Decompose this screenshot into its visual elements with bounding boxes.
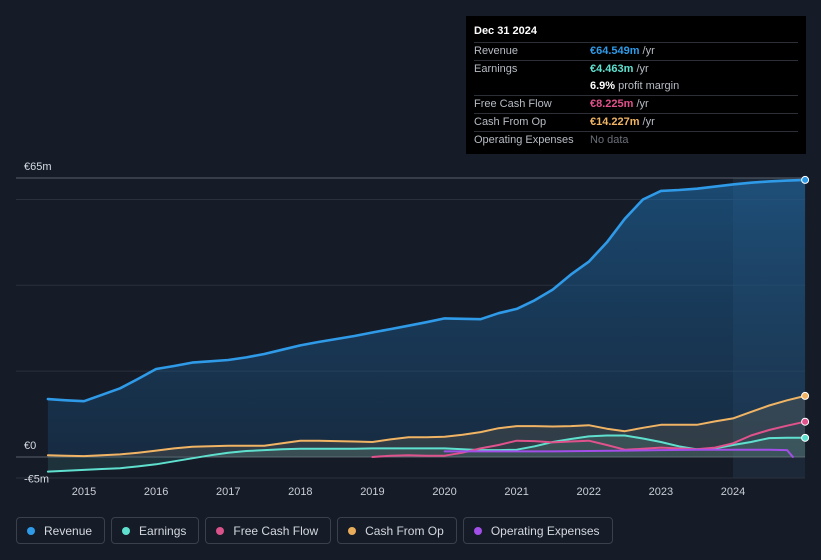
series-areas <box>47 179 806 472</box>
tooltip-label: Operating Expenses <box>474 134 574 146</box>
legend-label: Earnings <box>139 523 187 538</box>
x-tick-label: 2016 <box>144 486 168 498</box>
y-axis: €65m €0 -€5m <box>24 161 52 485</box>
area-earnings <box>47 435 806 472</box>
tooltip-value: €4.463m <box>590 63 634 75</box>
line-free-cash-flow <box>371 420 807 458</box>
tooltip-value: €14.227m <box>590 116 640 128</box>
tooltip-unit: /yr <box>636 63 649 75</box>
x-tick-label: 2022 <box>577 486 601 498</box>
data-tooltip: Dec 31 2024 Revenue €64.549m /yr Earning… <box>466 16 806 154</box>
x-tick-label: 2023 <box>649 486 673 498</box>
legend-dot-icon <box>27 526 35 535</box>
tooltip-label <box>474 78 590 95</box>
legend-label: Free Cash Flow <box>233 523 319 538</box>
series-lines <box>46 178 807 473</box>
x-tick-label: 2018 <box>288 486 312 498</box>
tooltip-unit: /yr <box>636 98 649 110</box>
y-tick-label: €0 <box>24 440 36 452</box>
legend-dot-icon <box>216 526 225 535</box>
legend-label: Operating Expenses <box>490 523 600 538</box>
x-tick-label: 2017 <box>216 486 240 498</box>
legend-dot-icon <box>122 526 131 535</box>
legend-item-operating-expenses[interactable]: Operating Expenses <box>462 517 613 544</box>
legend-item-earnings[interactable]: Earnings <box>111 517 200 544</box>
area-revenue <box>47 179 806 457</box>
tooltip-row-cfo: Cash From Op €14.227m /yr <box>474 113 798 131</box>
x-tick-label: 2019 <box>360 486 384 498</box>
series-end-markers <box>801 175 810 442</box>
line-earnings <box>46 434 807 473</box>
tooltip-row-revenue: Revenue €64.549m /yr <box>474 42 798 60</box>
tooltip-row-opex: Operating Expenses No data <box>474 131 798 149</box>
legend-dot-icon <box>348 526 357 535</box>
line-operating-expenses <box>443 448 794 458</box>
tooltip-label: Cash From Op <box>474 116 547 128</box>
tooltip-row-earnings: Earnings €4.463m /yr <box>474 60 798 78</box>
tooltip-unit: profit margin <box>618 80 680 92</box>
y-tick-label: €65m <box>24 161 52 173</box>
x-tick-label: 2021 <box>504 486 528 498</box>
end-marker-revenue <box>801 175 810 184</box>
legend-label: Revenue <box>44 523 93 538</box>
tooltip-unit: /yr <box>642 45 655 57</box>
legend-item-free-cash-flow[interactable]: Free Cash Flow <box>205 517 332 544</box>
x-axis: 2015 2016 2017 2018 2019 2020 2021 2022 2023 2024 <box>72 486 745 498</box>
tooltip-value: €64.549m <box>590 45 640 57</box>
tooltip-row-margin: 6.9% profit margin <box>474 78 798 95</box>
tooltip-row-fcf: Free Cash Flow €8.225m /yr <box>474 95 798 113</box>
tooltip-label: Free Cash Flow <box>474 98 552 110</box>
area-cash-from-op <box>47 395 806 457</box>
tooltip-value: 6.9% <box>590 80 616 92</box>
end-marker-cash-from-op <box>801 391 810 400</box>
y-tick-label: -€5m <box>24 473 49 485</box>
tooltip-value: €8.225m <box>590 98 634 110</box>
tooltip-label: Earnings <box>474 63 518 75</box>
x-tick-label: 2015 <box>72 486 96 498</box>
legend-item-revenue[interactable]: Revenue <box>16 517 106 544</box>
line-cash-from-op <box>46 394 807 458</box>
end-marker-free-cash-flow <box>801 417 810 426</box>
legend-dot-icon <box>473 526 482 535</box>
end-marker-earnings <box>801 433 810 442</box>
tooltip-date: Dec 31 2024 <box>474 25 537 37</box>
x-tick-label: 2020 <box>432 486 456 498</box>
line-revenue <box>46 178 807 403</box>
tooltip-value: No data <box>590 134 629 146</box>
legend-label: Cash From Op <box>365 523 444 538</box>
chart-legend: Revenue Earnings Free Cash Flow Cash Fro… <box>16 517 613 546</box>
tooltip-unit: /yr <box>642 116 655 128</box>
tooltip-label: Revenue <box>474 45 519 57</box>
legend-item-cash-from-op[interactable]: Cash From Op <box>337 517 457 544</box>
x-tick-label: 2024 <box>721 486 745 498</box>
